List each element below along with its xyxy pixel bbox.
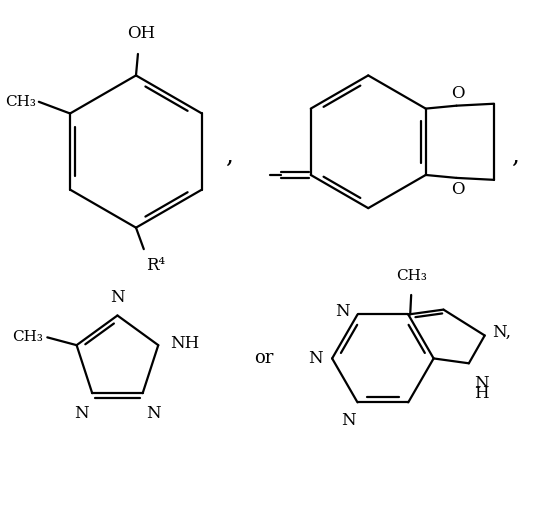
Text: H: H: [474, 385, 488, 402]
Text: NH: NH: [170, 335, 199, 352]
Text: or: or: [254, 350, 273, 367]
Text: CH₃: CH₃: [5, 95, 36, 109]
Text: ,: ,: [224, 145, 233, 168]
Text: N: N: [74, 405, 89, 422]
Text: CH₃: CH₃: [395, 269, 427, 283]
Text: OH: OH: [127, 25, 155, 42]
Text: CH₃: CH₃: [13, 330, 43, 345]
Text: N: N: [146, 405, 161, 422]
Text: N: N: [335, 303, 350, 320]
Text: N: N: [308, 350, 323, 367]
Text: O: O: [451, 181, 464, 198]
Text: ,: ,: [511, 145, 519, 168]
Text: N,: N,: [492, 324, 511, 341]
Text: N: N: [474, 375, 488, 392]
Text: N: N: [110, 289, 125, 306]
Text: R⁴: R⁴: [146, 257, 165, 274]
Text: O: O: [451, 86, 464, 102]
Text: N: N: [341, 412, 355, 429]
